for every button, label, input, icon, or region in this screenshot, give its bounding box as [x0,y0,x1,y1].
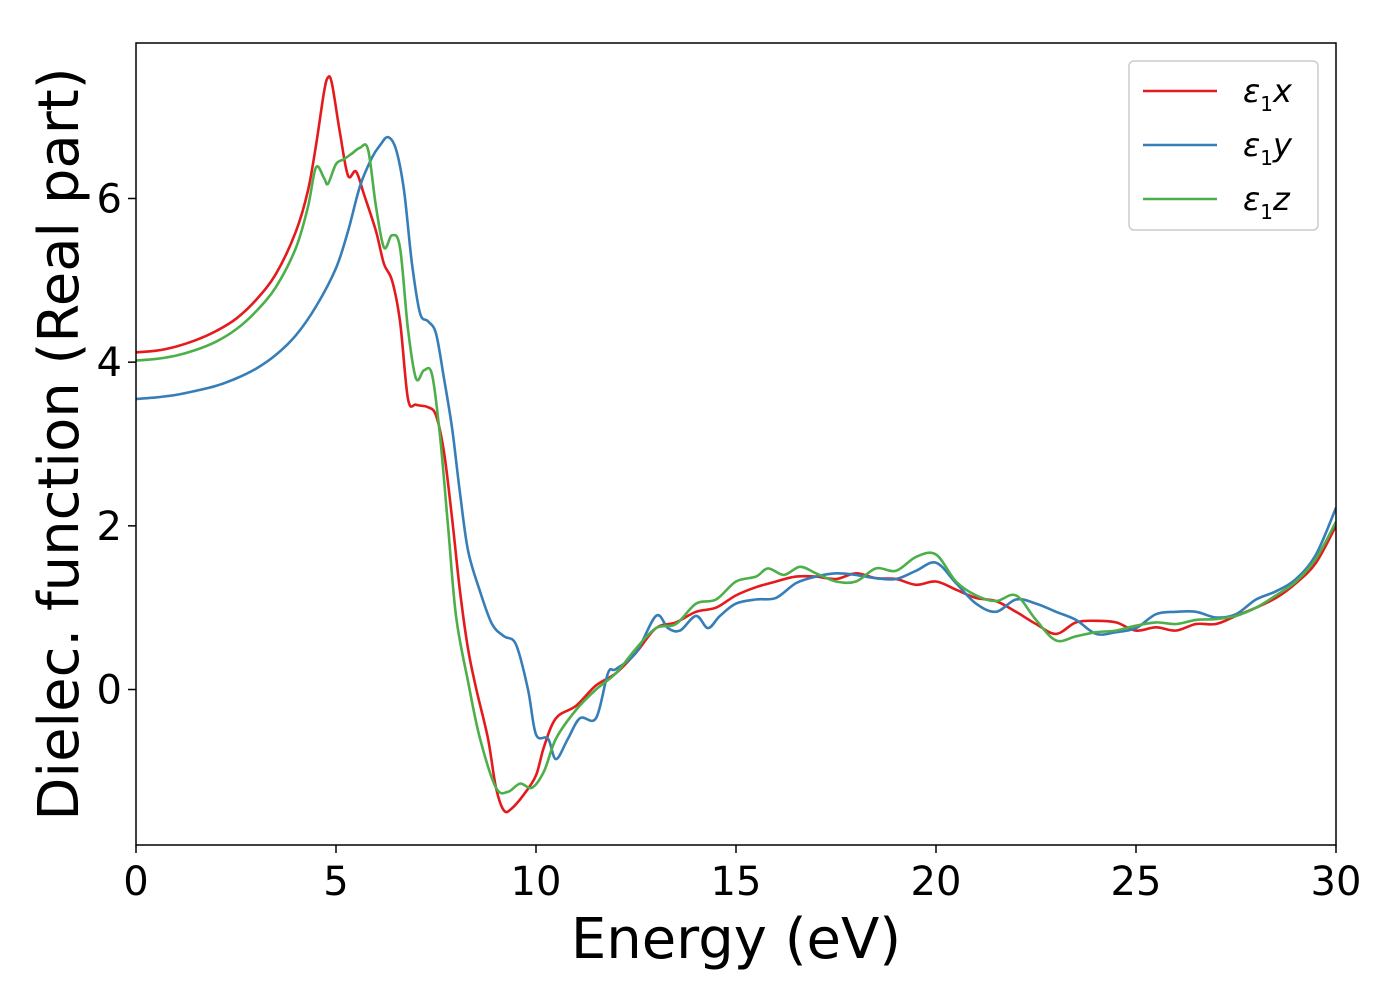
x-tick-label: 15 [711,859,762,905]
series-line-z [136,143,1336,795]
x-tick-label: 20 [911,859,962,905]
legend: ε1x ε1y ε1z [1128,60,1319,231]
series-layer [136,75,1336,814]
y-tick-label: 2 [97,504,122,550]
x-tick-label: 25 [1111,859,1162,905]
legend-box [1128,60,1319,231]
y-axis-label: Dielec. function (Real part) [27,67,92,820]
legend-entry-z: ε1z [1243,180,1291,224]
series-line-x [136,75,1336,814]
legend-entry-x: ε1x [1243,72,1293,116]
y-tick-label: 6 [97,176,122,222]
y-tick-label: 0 [97,668,122,714]
legend-entry-y: ε1y [1243,126,1293,170]
x-tick-label: 0 [123,859,148,905]
x-axis-ticks: 0 5 10 15 20 25 30 [123,845,1361,905]
x-tick-label: 10 [511,859,562,905]
x-tick-label: 5 [323,859,348,905]
y-axis-ticks: 0 2 4 6 [97,176,136,714]
y-tick-label: 4 [97,340,122,386]
x-axis-label: Energy (eV) [571,907,901,972]
x-tick-label: 30 [1311,859,1362,905]
